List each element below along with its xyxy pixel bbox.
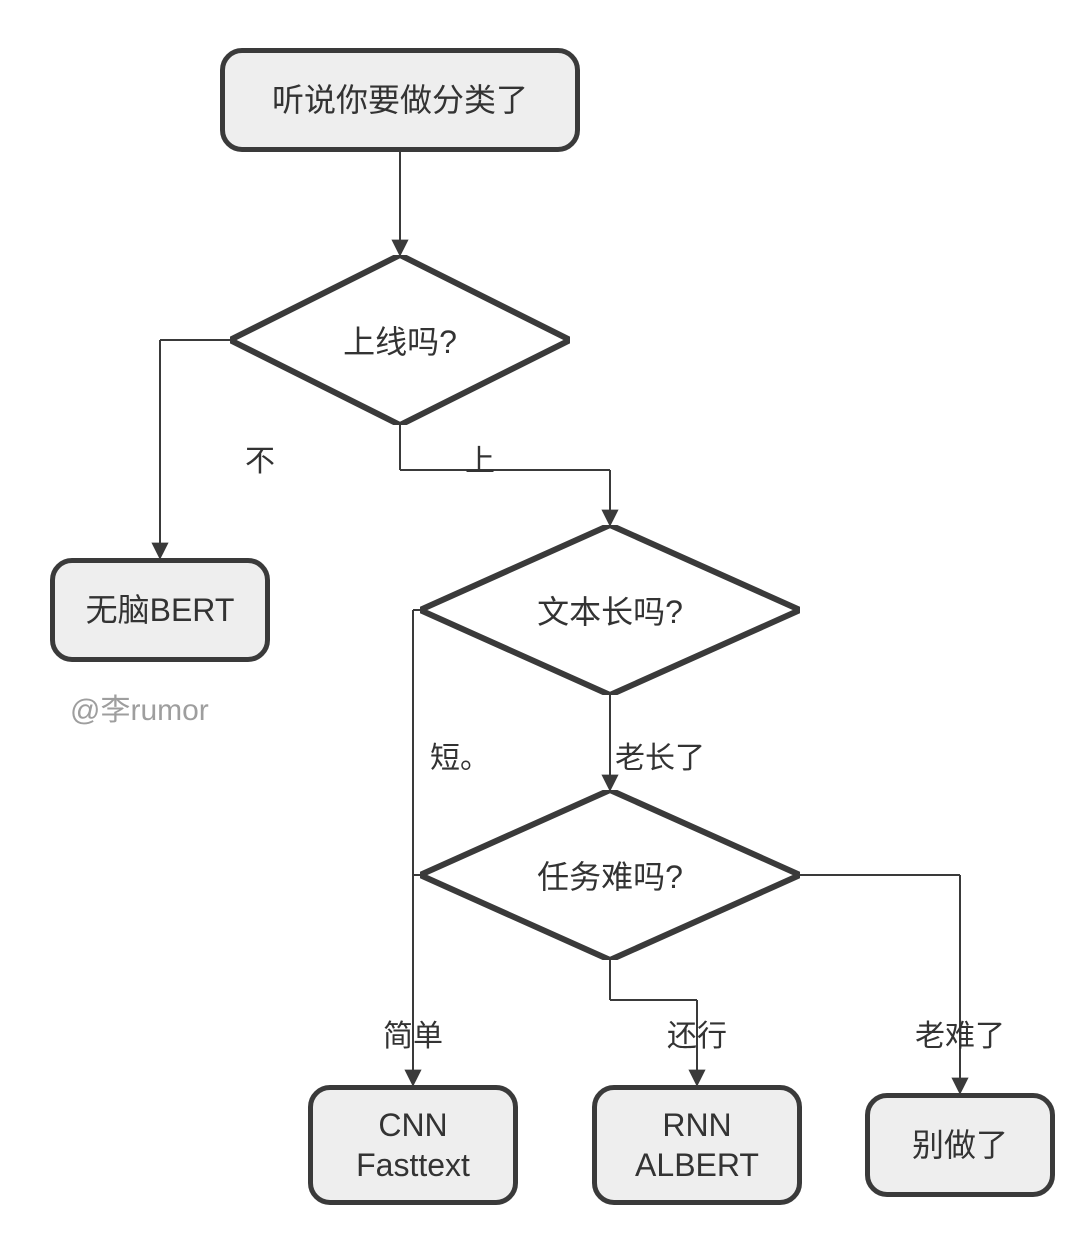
edge-label-e-d2-short-v: 短。: [380, 733, 540, 777]
node-giveup-label: 别做了: [912, 1125, 1008, 1165]
node-d3: 任务难吗?: [420, 790, 800, 960]
node-d3-label: 任务难吗?: [537, 852, 683, 898]
node-start: 听说你要做分类了: [220, 48, 580, 152]
node-bert-label: 无脑BERT: [86, 590, 235, 630]
edge-label-e-d3-ok-v2: 还行: [617, 1011, 777, 1055]
edge-label-e-d1-yes-v2: 上: [400, 436, 560, 480]
node-d2: 文本长吗?: [420, 525, 800, 695]
node-d1-label: 上线吗?: [343, 317, 457, 363]
node-start-label: 听说你要做分类了: [272, 80, 528, 120]
node-d2-label: 文本长吗?: [537, 587, 683, 633]
edge-label-e-d3-hard-v: 老难了: [880, 1011, 1040, 1055]
node-cnn: CNN Fasttext: [308, 1085, 518, 1205]
flowchart-canvas: 听说你要做分类了上线吗? 无脑BERT 文本长吗? 任务难吗? CNN Fasttext…: [0, 0, 1080, 1235]
node-d1: 上线吗?: [230, 255, 570, 425]
edge-label-e-d3-easy-l: 简单: [333, 1011, 493, 1055]
node-rnn-label: RNN ALBERT: [635, 1105, 759, 1185]
node-giveup: 别做了: [865, 1093, 1055, 1197]
edge-label-e-d1-no-v: 不: [180, 436, 340, 480]
node-bert: 无脑BERT: [50, 558, 270, 662]
edge-label-e-d2-long: 老长了: [580, 733, 740, 777]
node-cnn-label: CNN Fasttext: [356, 1105, 470, 1185]
watermark: @李rumor: [70, 685, 209, 729]
node-rnn: RNN ALBERT: [592, 1085, 802, 1205]
